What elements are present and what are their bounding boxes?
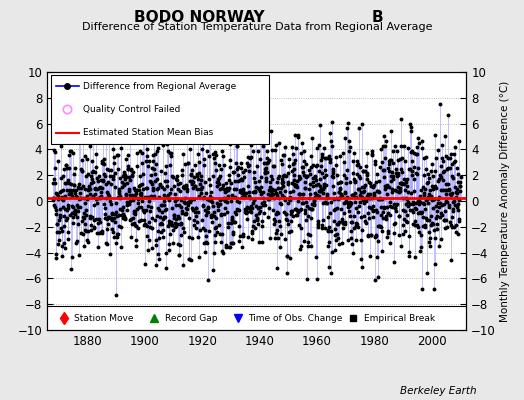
Text: B: B: [372, 10, 383, 25]
Text: Difference of Station Temperature Data from Regional Average: Difference of Station Temperature Data f…: [82, 22, 432, 32]
Text: Difference from Regional Average: Difference from Regional Average: [83, 82, 236, 91]
Text: Berkeley Earth: Berkeley Earth: [400, 386, 477, 396]
Text: Station Move: Station Move: [74, 314, 134, 323]
FancyBboxPatch shape: [51, 74, 269, 144]
Text: Quality Control Failed: Quality Control Failed: [83, 105, 180, 114]
Text: BODO NORWAY: BODO NORWAY: [134, 10, 265, 25]
Text: Empirical Break: Empirical Break: [364, 314, 435, 323]
Text: Record Gap: Record Gap: [165, 314, 217, 323]
FancyBboxPatch shape: [47, 306, 466, 330]
Y-axis label: Monthly Temperature Anomaly Difference (°C): Monthly Temperature Anomaly Difference (…: [500, 80, 510, 322]
Text: Estimated Station Mean Bias: Estimated Station Mean Bias: [83, 128, 213, 137]
Text: Time of Obs. Change: Time of Obs. Change: [248, 314, 343, 323]
